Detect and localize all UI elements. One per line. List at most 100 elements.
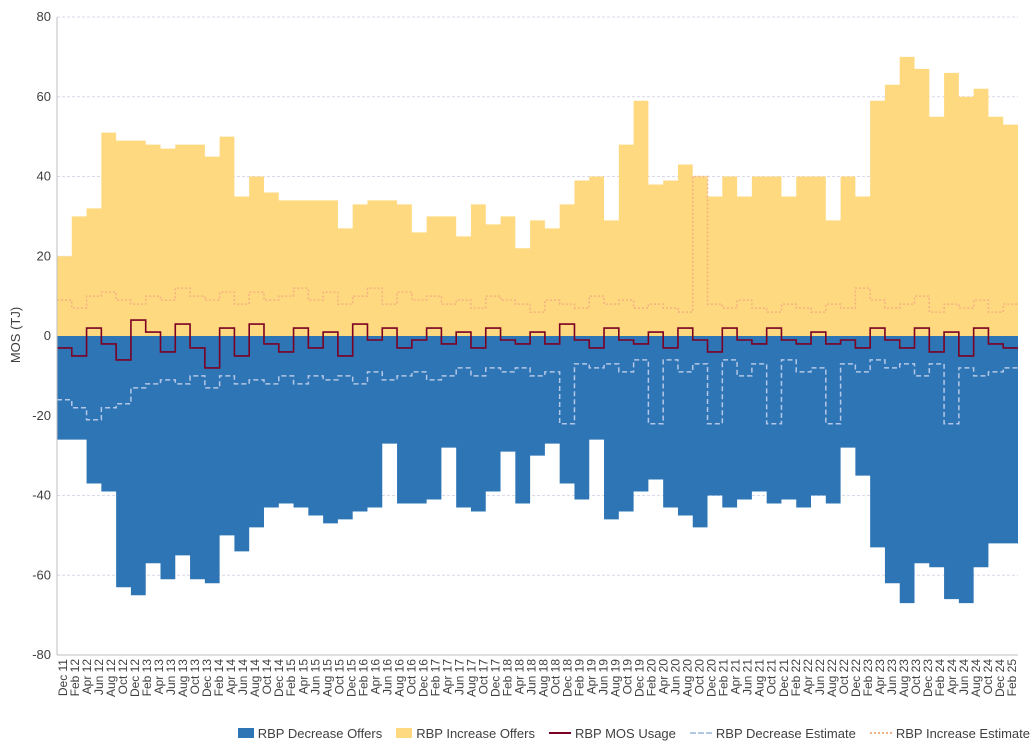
x-tick-label: Aug 17 bbox=[464, 659, 478, 697]
x-tick-label: Oct 15 bbox=[332, 659, 346, 695]
x-tick-label: Aug 21 bbox=[753, 659, 767, 697]
x-tick-label: Jun 20 bbox=[669, 659, 683, 695]
legend-item-increase-offers: RBP Increase Offers bbox=[396, 726, 535, 741]
x-tick-label: Jun 12 bbox=[92, 659, 106, 695]
x-tick-label: Jun 16 bbox=[380, 659, 394, 695]
x-tick-label: Aug 19 bbox=[609, 659, 623, 697]
x-tick-label: Apr 14 bbox=[224, 659, 238, 695]
y-tick-label: -40 bbox=[32, 488, 51, 503]
y-axis: -80 -60 -40 -20 0 20 40 60 80 bbox=[32, 9, 1018, 662]
x-tick-label: Apr 24 bbox=[945, 659, 959, 695]
x-tick-label: Apr 22 bbox=[801, 659, 815, 695]
x-tick-label: Dec 12 bbox=[128, 659, 142, 697]
y-tick-label: 0 bbox=[44, 328, 51, 343]
x-tick-label: Dec 24 bbox=[993, 659, 1007, 697]
legend-swatch-increase-offers bbox=[396, 728, 413, 738]
legend-item-increase-estimate: RBP Increase Estimate bbox=[869, 725, 1030, 741]
x-tick-label: Apr 16 bbox=[368, 659, 382, 695]
legend-item-decrease-estimate: RBP Decrease Estimate bbox=[689, 725, 856, 741]
y-tick-label: -80 bbox=[32, 647, 51, 662]
legend-item-mos-usage: RBP MOS Usage bbox=[548, 725, 676, 741]
legend-label: RBP Decrease Estimate bbox=[715, 725, 856, 741]
x-tick-label: Feb 13 bbox=[140, 659, 154, 697]
y-tick-label: 80 bbox=[37, 9, 51, 24]
chart-legend: RBP Decrease Offers RBP Increase Offers … bbox=[200, 722, 1030, 744]
x-tick-label: Dec 16 bbox=[416, 659, 430, 697]
x-tick-label: Feb 12 bbox=[68, 659, 82, 697]
x-tick-label: Dec 22 bbox=[849, 659, 863, 697]
x-tick-label: Feb 19 bbox=[573, 659, 587, 697]
x-tick-label: Oct 13 bbox=[188, 659, 202, 695]
x-tick-label: Oct 21 bbox=[765, 659, 779, 695]
x-tick-label: Feb 25 bbox=[1005, 659, 1019, 697]
x-tick-label: Jun 17 bbox=[452, 659, 466, 695]
x-tick-label: Dec 14 bbox=[272, 659, 286, 697]
x-tick-label: Apr 12 bbox=[80, 659, 94, 695]
x-tick-label: Feb 16 bbox=[356, 659, 370, 697]
x-tick-label: Dec 17 bbox=[488, 659, 502, 697]
x-tick-label: Jun 15 bbox=[308, 659, 322, 695]
x-tick-label: Jun 18 bbox=[524, 659, 538, 695]
x-tick-label: Dec 19 bbox=[633, 659, 647, 697]
series-rbp-mos-usage bbox=[57, 319, 1018, 369]
x-tick-label: Oct 16 bbox=[404, 659, 418, 695]
x-tick-label: Feb 23 bbox=[861, 659, 875, 697]
x-tick-label: Aug 22 bbox=[825, 659, 839, 697]
x-tick-label: Dec 18 bbox=[561, 659, 575, 697]
x-tick-label: Feb 18 bbox=[500, 659, 514, 697]
x-tick-label: Aug 20 bbox=[681, 659, 695, 697]
legend-item-decrease-offers: RBP Decrease Offers bbox=[237, 725, 383, 741]
x-tick-label: Aug 16 bbox=[392, 659, 406, 697]
y-tick-label: 20 bbox=[37, 248, 51, 263]
legend-label: RBP MOS Usage bbox=[574, 725, 676, 741]
x-tick-label: Apr 13 bbox=[152, 659, 166, 695]
x-tick-label: Aug 12 bbox=[104, 659, 118, 697]
x-tick-label: Apr 19 bbox=[585, 659, 599, 695]
x-tick-label: Oct 20 bbox=[693, 659, 707, 695]
legend-label: RBP Decrease Offers bbox=[257, 725, 383, 741]
x-tick-label: Oct 24 bbox=[981, 659, 995, 695]
x-tick-label: Dec 15 bbox=[344, 659, 358, 697]
series-rbp-increase-offers bbox=[57, 56, 1018, 336]
legend-label: RBP Increase Offers bbox=[416, 725, 535, 741]
legend-swatch-decrease-estimate bbox=[689, 732, 712, 734]
x-tick-label: Jun 24 bbox=[957, 659, 971, 695]
legend-swatch-decrease-offers bbox=[237, 728, 254, 738]
x-tick-label: Apr 20 bbox=[657, 659, 671, 695]
x-tick-label: Apr 15 bbox=[296, 659, 310, 695]
legend-label: RBP Increase Estimate bbox=[895, 725, 1030, 741]
x-tick-label: Aug 23 bbox=[897, 659, 911, 697]
y-axis-label: MOS (TJ) bbox=[8, 307, 23, 363]
x-tick-label: Oct 19 bbox=[621, 659, 635, 695]
legend-swatch-mos-usage bbox=[548, 732, 571, 734]
x-tick-label: Dec 13 bbox=[200, 659, 214, 697]
legend-swatch-increase-estimate bbox=[869, 732, 892, 734]
x-tick-label: Jun 19 bbox=[597, 659, 611, 695]
x-tick-label: Aug 15 bbox=[320, 659, 334, 697]
x-tick-label: Oct 14 bbox=[260, 659, 274, 695]
x-tick-label: Jun 23 bbox=[885, 659, 899, 695]
series-rbp-decrease-estimate bbox=[57, 359, 1018, 425]
x-tick-label: Apr 17 bbox=[440, 659, 454, 695]
x-tick-label: Apr 18 bbox=[512, 659, 526, 695]
x-tick-label: Feb 20 bbox=[645, 659, 659, 697]
area-series-group bbox=[57, 56, 1018, 604]
y-tick-label: 60 bbox=[37, 89, 51, 104]
y-tick-label: -20 bbox=[32, 408, 51, 423]
x-tick-label: Feb 24 bbox=[933, 659, 947, 697]
x-tick-label: Aug 13 bbox=[176, 659, 190, 697]
y-tick-label: -60 bbox=[32, 567, 51, 582]
x-tick-label: Jun 14 bbox=[236, 659, 250, 695]
x-tick-label: Feb 22 bbox=[789, 659, 803, 697]
x-tick-label: Jun 13 bbox=[164, 659, 178, 695]
x-tick-label: Dec 20 bbox=[705, 659, 719, 697]
x-tick-label: Feb 15 bbox=[284, 659, 298, 697]
x-tick-label: Apr 23 bbox=[873, 659, 887, 695]
x-tick-label: Jun 21 bbox=[741, 659, 755, 695]
x-tick-label: Oct 12 bbox=[116, 659, 130, 695]
x-tick-label: Feb 21 bbox=[717, 659, 731, 697]
x-tick-label: Aug 18 bbox=[537, 659, 551, 697]
x-tick-label: Feb 17 bbox=[428, 659, 442, 697]
